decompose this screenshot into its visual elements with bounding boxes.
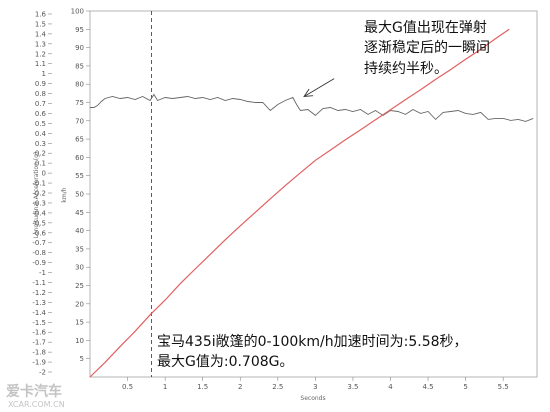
y-right-tick-label: 40 (75, 227, 84, 235)
y-left-tick-label: 0.4 (35, 130, 47, 138)
y-left-tick-label: -0.2 (32, 190, 46, 198)
speed-series-line (89, 28, 510, 378)
y-left-tick-label: -0.6 (32, 229, 46, 237)
y-left-tick-label: -1.8 (32, 349, 46, 357)
y-right-tick-label: 75 (75, 99, 84, 107)
y-left-tick-label: 1.5 (35, 20, 46, 28)
y-right-tick-label: 80 (75, 81, 84, 89)
y-left-tick-label: 0 (42, 170, 46, 178)
annotation-bottom-line-2: 最大G值为:0.708G。 (157, 354, 294, 370)
y-right-tick-label: 100 (71, 8, 84, 16)
y-left-tick-label: -1.1 (32, 279, 46, 287)
y-left-tick-label: 0.2 (35, 150, 46, 158)
x-axis-title: Seconds (300, 395, 325, 402)
y-right-tick-label: 5 (80, 355, 84, 363)
annotation-arrowhead (303, 88, 314, 98)
y-left-tick-label: -1.6 (32, 329, 46, 337)
y-right-tick-label: 55 (75, 172, 84, 180)
y-left-tick-label: 0.6 (35, 110, 47, 118)
x-tick-label: 1 (163, 383, 167, 391)
x-tick-label: 3.5 (347, 383, 358, 391)
y-left-tick-label: 0.5 (35, 120, 46, 128)
y-right-tick-label: 10 (75, 337, 84, 345)
y-left-tick-label: -0.3 (32, 199, 46, 207)
annotation-top: 最大G值出现在弹射 逐渐稳定后的一瞬间 持续约半秒。 (364, 20, 490, 77)
x-tick-label: 4 (388, 383, 393, 391)
x-tick-label: 5 (463, 383, 467, 391)
plot-area (89, 10, 538, 378)
x-tick-labels: 0.5 1 1.5 2 2.5 3 3.5 4 4.5 5 5.5 (122, 377, 509, 391)
y-left-tick-label: -0.7 (32, 239, 46, 247)
y-right-tick-label: 45 (75, 209, 84, 217)
y-right-tick-label: 90 (75, 44, 84, 52)
y-left-tick-label: -0.5 (32, 219, 46, 227)
annotation-arrow (303, 78, 335, 97)
watermark-logo-text: 爱卡汽车 (6, 383, 62, 400)
y-left-tick-label: 0.1 (35, 160, 46, 168)
x-tick-label: 5.5 (498, 383, 509, 391)
y-right-tick-label: 70 (75, 117, 84, 125)
y-left-tick-label: -1.7 (32, 339, 46, 347)
y-right-tick-label: 30 (75, 264, 84, 272)
y-right-tick-label: 25 (75, 282, 84, 290)
y-left-tick-label: 0.9 (35, 80, 46, 88)
y-right-tick-label: 20 (75, 300, 84, 308)
x-tick-label: 4.5 (422, 383, 433, 391)
y-left-tick-label: -1.3 (32, 299, 46, 307)
x-tick-label: 0.5 (122, 383, 133, 391)
x-tick-label: 1.5 (197, 383, 208, 391)
y-left-tick-label: -1.5 (32, 319, 46, 327)
y-right-tick-label: 35 (75, 245, 84, 253)
y-right-axis-title: km/h (61, 187, 68, 202)
y-left-tick-label: 1.6 (35, 10, 47, 18)
acceleration-series-line (90, 93, 534, 122)
y-left-tick-label: -0.4 (32, 209, 46, 217)
y-left-tick-label: -1.9 (32, 359, 46, 367)
y-left-tick-label: -0.1 (32, 180, 46, 188)
y-left-tick-label: 1 (42, 70, 46, 78)
y-right-tick-label: 60 (75, 154, 84, 162)
y-left-tick-label: 0.8 (35, 90, 46, 98)
y-left-tick-label: -1.4 (32, 309, 46, 317)
x-tick-label: 3 (313, 383, 317, 391)
y-left-tick-label: -2 (39, 369, 46, 377)
annotation-bottom-line-1: 宝马435i敞篷的0-100km/h加速时间为:5.58秒， (157, 334, 468, 350)
y-right-tick-label: 65 (75, 136, 84, 144)
y-left-axis-title: Longitudinal Acceleration (g) (33, 152, 40, 239)
x-tick-label: 2.5 (272, 383, 283, 391)
y-left-tick-label: 1.2 (35, 50, 46, 58)
y-left-tick-label: -0.9 (32, 259, 46, 267)
x-tick-label: 2 (238, 383, 242, 391)
y-right-tick-label: 50 (75, 191, 84, 199)
y-right-tick-label: 95 (75, 26, 84, 34)
y-left-tick-label: 0.3 (35, 140, 46, 148)
y-left-tick-label: 1.4 (35, 30, 47, 38)
annotation-top-line-2: 逐渐稳定后的一瞬间 (364, 40, 490, 56)
watermark-url-text: XCAR.COM.CN (8, 400, 65, 409)
y-right-tick-labels: 100 95 90 85 80 75 70 65 60 55 50 45 40 35 30 25 20 15 10 5 (71, 8, 90, 363)
y-left-tick-labels: 1.6 1.5 1.4 1.3 1.2 1.1 1 0.9 0.8 0.7 0.6 0.5 0.4 0.3… (32, 10, 52, 377)
y-left-tick-label: -1.2 (32, 289, 46, 297)
y-left-tick-label: -0.8 (32, 249, 46, 257)
y-left-tick-label: -1 (39, 269, 46, 277)
y-left-tick-label: 1.3 (35, 40, 46, 48)
annotation-bottom: 宝马435i敞篷的0-100km/h加速时间为:5.58秒， 最大G值为:0.7… (157, 334, 468, 370)
watermark: 爱卡汽车 XCAR.COM.CN (6, 383, 65, 409)
annotation-top-line-3: 持续约半秒。 (364, 60, 448, 77)
y-right-tick-label: 15 (75, 319, 84, 327)
y-right-tick-label: 85 (75, 62, 84, 70)
y-left-tick-label: 0.7 (35, 100, 46, 108)
annotation-top-line-1: 最大G值出现在弹射 (364, 20, 487, 36)
y-left-tick-label: 1.1 (35, 60, 46, 68)
